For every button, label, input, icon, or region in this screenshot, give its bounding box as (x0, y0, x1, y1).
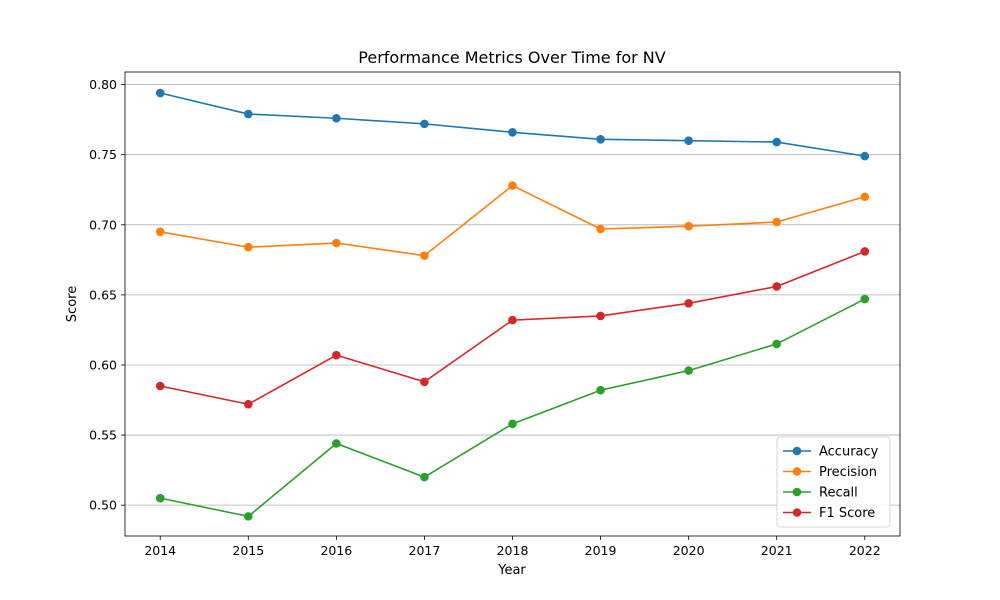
legend-item[interactable]: F1 Score (783, 506, 875, 521)
chart-title: Performance Metrics Over Time for NV (358, 48, 666, 67)
data-point (684, 366, 693, 375)
y-tick-label: 0.55 (89, 428, 117, 443)
series-line (160, 298, 866, 518)
data-point (420, 472, 429, 482)
data-point (508, 181, 517, 190)
data-point (860, 192, 870, 202)
data-point (420, 251, 429, 260)
data-point (860, 294, 870, 304)
series-line (160, 250, 866, 406)
series-f1-score (155, 247, 870, 409)
series-recall (155, 294, 870, 521)
ticks: 0.50 0.55 0.60 0.65 0.70 0.75 0.80 2014 2015 2016… (89, 77, 881, 558)
legend-label: Precision (819, 465, 877, 480)
series-line (160, 184, 865, 257)
data-point (684, 221, 693, 231)
data-point (772, 137, 782, 147)
y-tick-label: 0.65 (89, 287, 117, 302)
series-precision (155, 181, 870, 260)
data-point (772, 339, 782, 349)
legend[interactable]: Accuracy Precision Recall F1 Score (776, 436, 891, 528)
data-point (508, 419, 517, 429)
legend-item[interactable]: Precision (783, 465, 877, 480)
data-point (860, 151, 870, 161)
data-point (684, 298, 693, 308)
y-tick-label: 0.75 (89, 147, 117, 162)
y-tick-label: 0.60 (89, 357, 117, 372)
data-point (508, 127, 517, 137)
data-point (684, 136, 693, 145)
x-tick-label: 2017 (409, 543, 441, 558)
data-point (155, 227, 165, 237)
y-tick-label: 0.50 (89, 498, 117, 513)
data-point (772, 282, 782, 291)
data-point (332, 113, 341, 123)
data-point (243, 242, 253, 252)
x-axis-label: Year (497, 563, 526, 578)
data-point (596, 134, 605, 144)
data-point (508, 315, 517, 325)
x-tick-label: 2014 (144, 543, 176, 558)
legend-marker (792, 446, 802, 456)
data-point (596, 385, 605, 395)
series-accuracy (155, 88, 870, 161)
y-tick-label: 0.80 (89, 77, 117, 92)
x-tick-label: 2016 (320, 543, 352, 558)
data-point (155, 493, 165, 503)
x-tick-label: 2022 (849, 543, 881, 558)
legend-marker (792, 487, 802, 497)
data-point (420, 119, 429, 129)
x-tick-label: 2020 (673, 543, 705, 558)
legend-item[interactable]: Accuracy (783, 445, 879, 460)
legend-item[interactable]: Recall (783, 486, 858, 501)
legend-marker (792, 467, 802, 476)
legend-label: Recall (819, 486, 858, 501)
x-tick-label: 2021 (761, 543, 793, 558)
data-point (243, 512, 253, 521)
legend-label: Accuracy (819, 445, 879, 460)
data-point (332, 350, 341, 360)
data-point (772, 217, 782, 227)
y-tick-label: 0.70 (89, 217, 117, 232)
x-tick-label: 2018 (497, 543, 529, 558)
grid (125, 84, 900, 506)
legend-label: F1 Score (819, 506, 875, 521)
series-line (160, 92, 865, 157)
x-tick-label: 2015 (232, 543, 264, 558)
data-point (243, 109, 253, 119)
legend-marker (792, 508, 802, 517)
data-point (860, 247, 870, 256)
data-point (155, 88, 165, 98)
data-point (155, 381, 165, 391)
legend-box (776, 436, 891, 528)
data-point (596, 311, 605, 321)
data-point (332, 439, 341, 448)
series-group (155, 88, 870, 521)
x-tick-label: 2019 (585, 543, 617, 558)
data-point (420, 377, 429, 387)
data-point (243, 399, 253, 409)
data-point (332, 238, 341, 248)
y-axis-label: Score (65, 286, 80, 322)
data-point (596, 224, 605, 234)
